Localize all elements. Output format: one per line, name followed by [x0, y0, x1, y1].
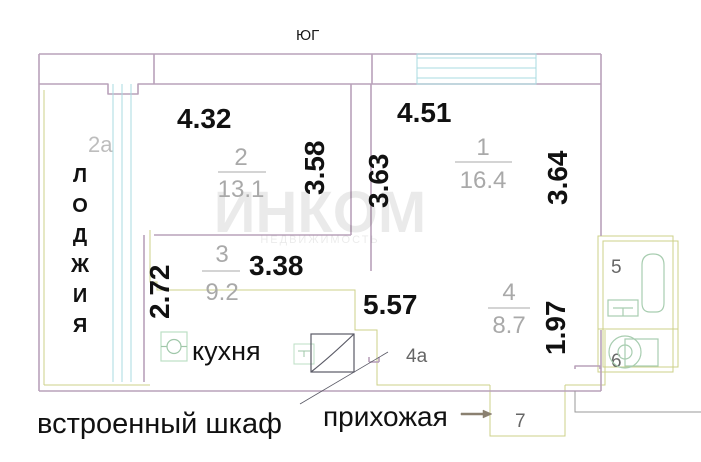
svg-text:кухня: кухня — [192, 336, 261, 366]
svg-text:5: 5 — [611, 257, 622, 278]
svg-text:Ж: Ж — [70, 255, 90, 277]
svg-text:4.51: 4.51 — [397, 97, 452, 128]
svg-text:5.57: 5.57 — [363, 289, 418, 320]
svg-text:16.4: 16.4 — [460, 167, 507, 194]
svg-text:7: 7 — [515, 411, 526, 432]
svg-text:4а: 4а — [406, 346, 428, 367]
svg-text:2а: 2а — [88, 132, 113, 157]
svg-text:3.64: 3.64 — [542, 150, 573, 205]
svg-text:4.32: 4.32 — [177, 103, 232, 134]
svg-text:2.72: 2.72 — [144, 265, 175, 320]
svg-text:13.1: 13.1 — [218, 176, 265, 203]
svg-text:9.2: 9.2 — [205, 279, 238, 306]
svg-text:прихожая: прихожая — [323, 401, 448, 432]
svg-text:2: 2 — [234, 144, 247, 171]
svg-text:3: 3 — [215, 241, 228, 268]
svg-text:1: 1 — [476, 134, 489, 161]
svg-text:Я: Я — [73, 315, 87, 337]
svg-text:Д: Д — [73, 225, 87, 247]
svg-text:3.38: 3.38 — [249, 250, 304, 281]
svg-text:ЮГ: ЮГ — [296, 27, 319, 44]
svg-text:4: 4 — [502, 279, 515, 306]
svg-text:НЕДВИЖИМОСТЬ: НЕДВИЖИМОСТЬ — [260, 234, 379, 246]
svg-text:3.58: 3.58 — [299, 141, 330, 196]
svg-text:3.63: 3.63 — [363, 154, 394, 209]
svg-text:8.7: 8.7 — [492, 312, 525, 339]
svg-text:1.97: 1.97 — [540, 301, 571, 356]
svg-text:О: О — [72, 195, 88, 217]
svg-text:Л: Л — [73, 165, 87, 187]
svg-text:встроенный шкаф: встроенный шкаф — [37, 408, 282, 440]
svg-text:И: И — [73, 285, 87, 307]
